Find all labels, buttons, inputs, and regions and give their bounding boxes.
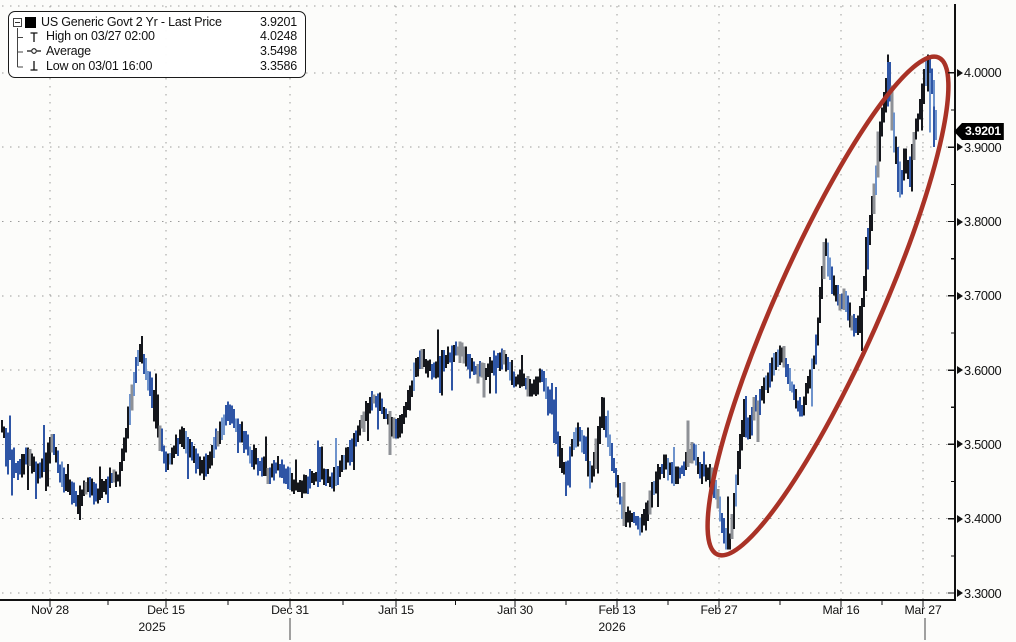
legend-low-label: Low on 03/01 16:00 [46,58,153,73]
legend-series-value: 3.9201 [259,14,297,29]
legend-series-label: US Generic Govt 2 Yr - Last Price [41,14,222,29]
legend-average-label: Average [46,43,91,58]
legend-row-low[interactable]: Low on 03/01 16:00 3.3586 [13,59,299,74]
gridlines [2,5,955,600]
highlight-ellipse [705,54,951,558]
annotation-layer [705,54,951,558]
axes [0,4,956,640]
legend-high-label: High on 03/27 02:00 [46,29,155,44]
low-marker-icon [27,60,41,72]
legend-row-series[interactable]: US Generic Govt 2 Yr - Last Price 3.9201 [13,15,299,30]
expand-collapse-icon[interactable] [13,17,22,27]
price-series [1,54,937,550]
legend-box: US Generic Govt 2 Yr - Last Price 3.9201… [8,11,306,78]
legend-high-value: 4.0248 [259,29,297,44]
series-swatch-icon [25,16,36,28]
last-price-tag: 3.9201 [954,123,1004,140]
legend-row-average[interactable]: Average 3.5498 [13,44,299,59]
high-marker-icon [27,31,41,43]
legend-average-value: 3.5498 [259,43,297,58]
legend-tree-lines [17,28,23,68]
legend-row-high[interactable]: High on 03/27 02:00 4.0248 [13,30,299,45]
average-marker-icon [27,46,41,56]
legend-low-value: 3.3586 [259,58,297,73]
